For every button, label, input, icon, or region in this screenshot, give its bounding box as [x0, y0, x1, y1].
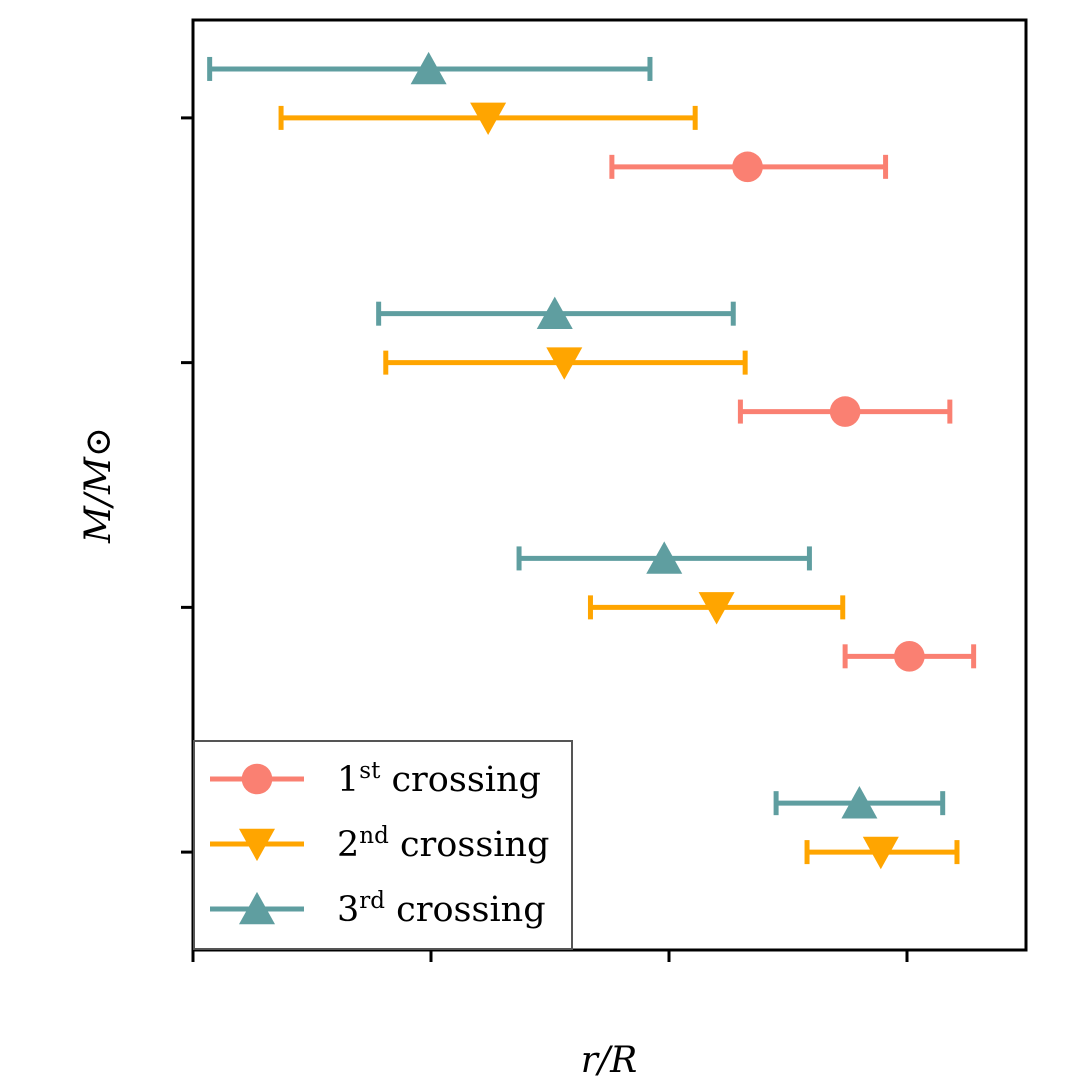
axis-ticks — [181, 116, 909, 962]
series-3 — [207, 51, 946, 819]
data-point-triangle-up — [841, 786, 878, 819]
legend-label-number: 2 — [337, 825, 359, 865]
data-point-circle — [732, 151, 763, 183]
legend-item-1: 1st crossing — [210, 758, 541, 800]
x-axis-label: r/R — [581, 1040, 637, 1080]
legend-label: 2nd crossing — [337, 823, 549, 865]
legend-label: 3rd crossing — [337, 888, 546, 930]
legend-label-text: crossing — [389, 825, 550, 865]
legend-item-2: 2nd crossing — [210, 823, 549, 865]
legend-label-number: 3 — [337, 890, 359, 930]
series-1 — [609, 151, 977, 672]
legend-label: 1st crossing — [337, 758, 541, 800]
legend-marker-circle — [241, 763, 273, 795]
legend-label-text: crossing — [385, 890, 546, 930]
data-point-circle — [829, 396, 861, 427]
legend-label-suffix: rd — [359, 888, 385, 914]
data-point-triangle-up — [646, 541, 683, 574]
y-axis-label: M/M⊙ — [78, 427, 119, 544]
legend-label-suffix: st — [359, 758, 381, 784]
legend-marker-triangle-up — [239, 891, 275, 925]
data-point-triangle-up — [410, 51, 447, 85]
data-point-triangle-down — [862, 836, 899, 870]
legend-label-text: crossing — [380, 760, 541, 800]
legend-item-3: 3rd crossing — [210, 888, 546, 930]
data-point-triangle-down — [470, 102, 507, 135]
data-point-triangle-down — [546, 347, 583, 380]
legend-label-suffix: nd — [359, 823, 389, 849]
plot-frame — [191, 18, 1028, 952]
legend-marker-triangle-down — [239, 828, 275, 862]
plot-marks — [207, 51, 977, 870]
series-2 — [278, 102, 960, 870]
data-point-circle — [894, 641, 925, 672]
legend-label-number: 1 — [337, 760, 359, 800]
data-point-triangle-down — [698, 592, 735, 625]
data-point-triangle-up — [536, 296, 573, 329]
